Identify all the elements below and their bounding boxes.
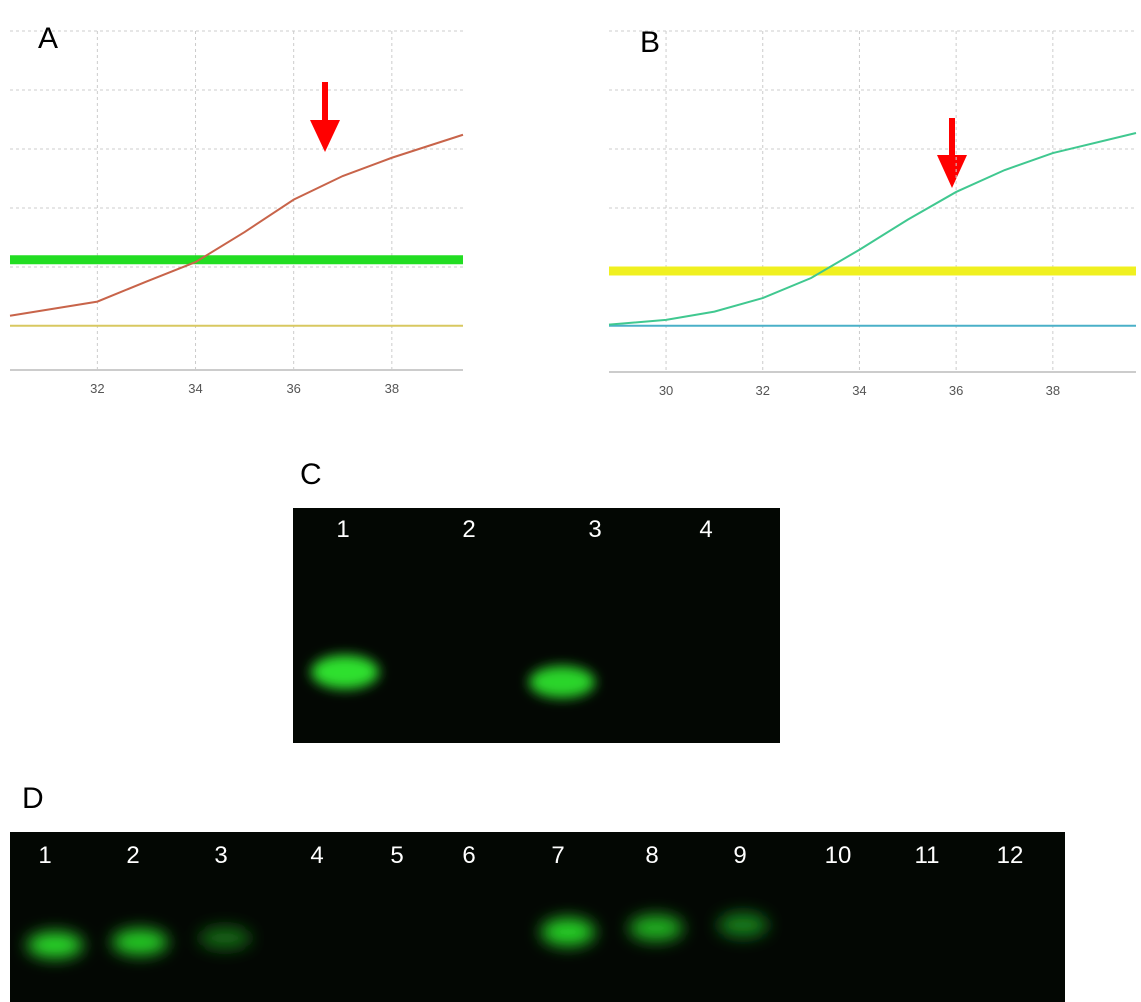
gel-d [10,832,1065,1002]
arrow [310,82,340,152]
panel-label: B [640,26,660,59]
x-tick-label: 32 [90,381,104,396]
lane-label: 2 [126,842,139,869]
x-tick-label: 38 [385,381,399,396]
panel-label: C [300,458,322,491]
lane-label: 2 [462,516,475,543]
lane-label: 3 [588,516,601,543]
band [529,666,595,698]
lane-label: 6 [462,842,475,869]
lane-label: 4 [699,516,712,543]
gel-c [293,508,780,743]
h-grid [10,31,1136,267]
lane-label: 4 [310,842,323,869]
x-tick-label: 34 [852,383,866,398]
lane-label: 12 [997,842,1024,869]
lane-label: 9 [733,842,746,869]
arrow [937,118,967,188]
curve [10,135,463,316]
lane-label: 3 [214,842,227,869]
lane-label: 10 [825,842,852,869]
x-tick-label: 32 [756,383,770,398]
lane-label: 1 [336,516,349,543]
band [311,655,379,689]
x-tick-label: 30 [659,383,673,398]
x-tick-label: 34 [188,381,202,396]
lane-label: 8 [645,842,658,869]
lane-label: 7 [551,842,564,869]
panel-label: A [38,22,58,55]
x-tick-label: 38 [1046,383,1060,398]
lane-label: 5 [390,842,403,869]
lane-label: 11 [915,842,940,869]
x-tick-label: 36 [286,381,300,396]
figure: A32343638B3032343638C1234D12345678910111… [0,0,1141,1002]
x-tick-label: 36 [949,383,963,398]
lane-label: 1 [38,842,51,869]
curve [609,133,1136,325]
panel-label: D [22,782,44,815]
